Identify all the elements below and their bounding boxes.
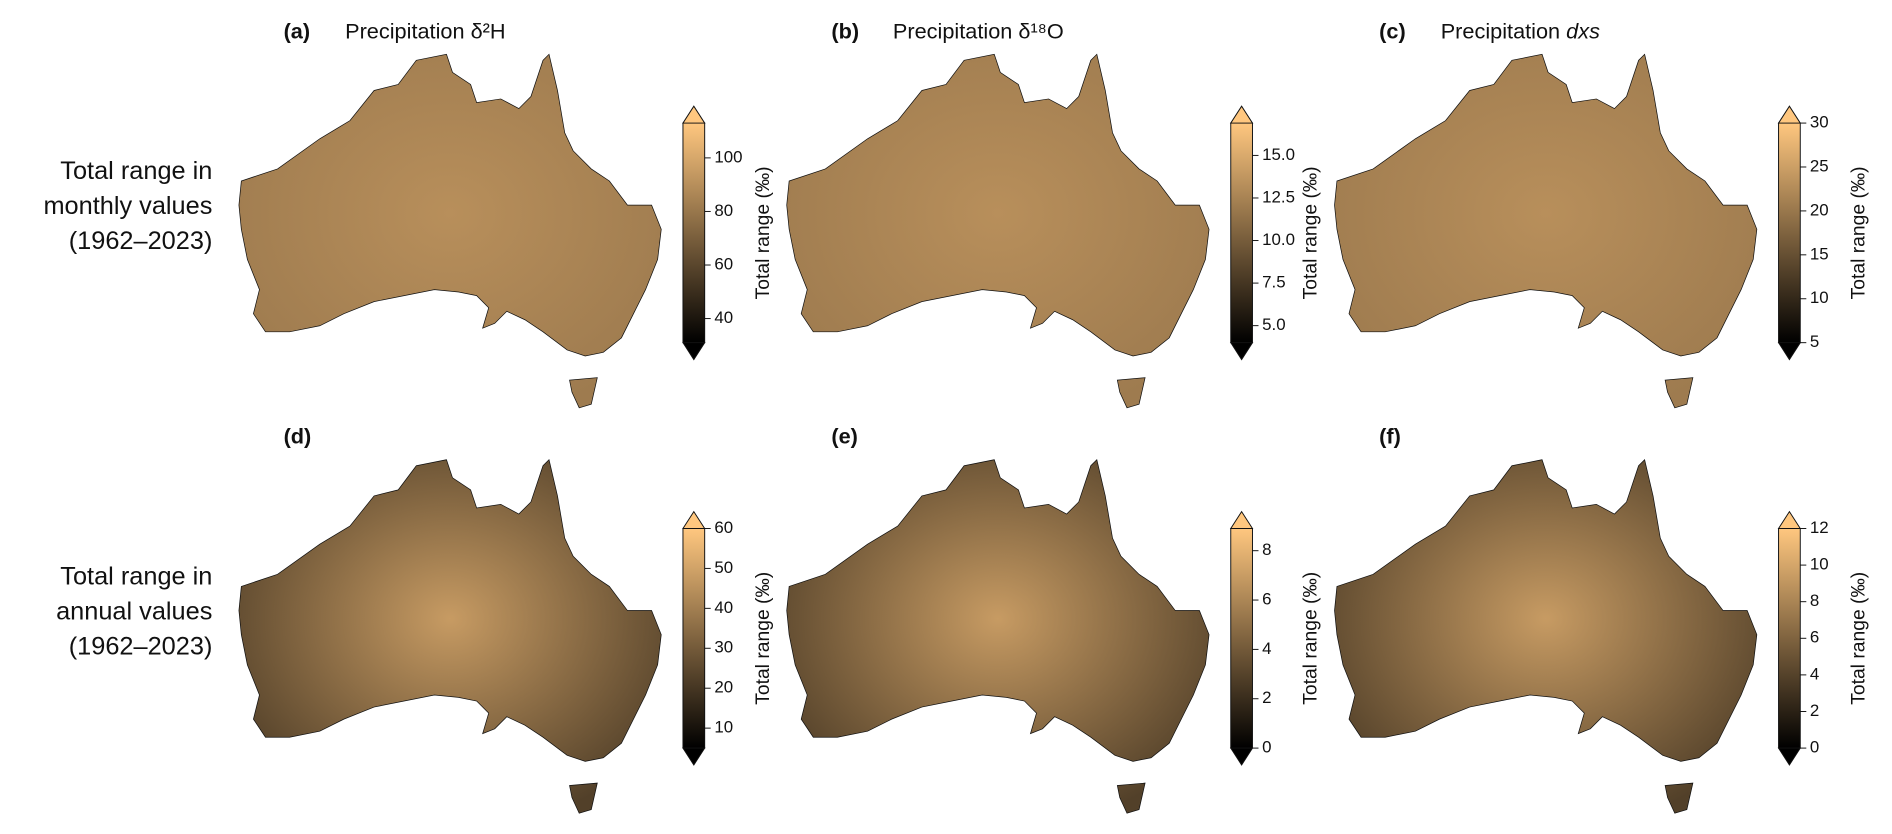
colorbar-tick-label: 15.0 [1262, 145, 1295, 164]
colorbar-tick-label: 4 [1810, 664, 1819, 683]
title-text: Precipitation [1441, 18, 1560, 43]
colorbar [682, 528, 706, 749]
map [786, 53, 1210, 409]
colorbar-tick-label: 5.0 [1262, 315, 1285, 334]
row-label: Total range in [60, 563, 212, 591]
panel-label: (f) [1379, 424, 1401, 449]
map [238, 53, 662, 409]
row-label: (1962–2023) [69, 633, 213, 661]
map [1334, 458, 1758, 814]
colorbar-tick-label: 30 [1810, 113, 1829, 132]
colorbar-tick-label: 60 [714, 518, 733, 537]
panel: (b) Precipitation δ¹⁸O 5.0 7.5 10.0 12.5 15.0 T… [786, 18, 1322, 409]
colorbar-tick-label: 40 [714, 308, 733, 327]
row-label: annual values [56, 598, 212, 626]
colorbar-label: Total range (‰) [1301, 166, 1322, 299]
colorbar-tick-label: 2 [1810, 701, 1819, 720]
colorbar-extend-min [1229, 747, 1254, 766]
map [238, 458, 662, 814]
colorbar-extend-max [1229, 510, 1254, 529]
colorbar-extend-max [1777, 105, 1802, 124]
colorbar-extend-max [1229, 105, 1254, 124]
panel: (f) 0 2 4 6 8 10 12 Total range (‰) [1334, 424, 1869, 814]
colorbar-tick-label: 10 [1810, 288, 1829, 307]
colorbar-tick-label: 10 [714, 718, 733, 737]
colorbar-tick-label: 100 [714, 147, 742, 166]
colorbar-label: Total range (‰) [753, 166, 774, 299]
row-label: (1962–2023) [69, 227, 213, 255]
colorbar-label: Total range (‰) [1301, 572, 1322, 705]
colorbar-tick-label: 30 [714, 638, 733, 657]
colorbar-label: Total range (‰) [1848, 572, 1869, 705]
row-label: monthly values [43, 192, 212, 220]
colorbar-tick-label: 2 [1262, 688, 1271, 707]
colorbar-tick-label: 20 [1810, 200, 1829, 219]
colorbar-tick-label: 6 [1262, 590, 1271, 609]
colorbar-extend-min [1777, 342, 1802, 361]
title-variable: dxs [1566, 18, 1600, 43]
colorbar-extend-max [682, 510, 706, 529]
row-label: Total range in [60, 157, 212, 185]
colorbar-tick-label: 60 [714, 254, 733, 273]
colorbar-extend-min [682, 747, 706, 766]
colorbar-tick-label: 15 [1810, 244, 1829, 263]
colorbar-extend-min [682, 342, 706, 361]
colorbar-tick-label: 25 [1810, 156, 1829, 175]
colorbar-tick-label: 5 [1810, 332, 1819, 351]
panel: (d) 10 20 30 40 50 60 Total range (‰) [238, 424, 774, 814]
colorbar-tick-label: 8 [1810, 591, 1819, 610]
colorbar-tick-label: 8 [1262, 540, 1271, 559]
panel-label: (e) [831, 424, 858, 449]
colorbar-label: Total range (‰) [1848, 166, 1869, 299]
colorbar-tick-label: 6 [1810, 628, 1819, 647]
colorbar-extend-max [682, 105, 706, 124]
colorbar-tick-label: 80 [714, 201, 733, 220]
colorbar-tick-label: 4 [1262, 639, 1271, 658]
panel-title: Precipitation dxs [1441, 18, 1600, 43]
colorbar [1778, 122, 1801, 344]
title-text: Precipitation δ²H [345, 18, 505, 43]
colorbar-extend-min [1229, 342, 1254, 361]
title-text: Precipitation δ¹⁸O [893, 18, 1064, 43]
colorbar-tick-label: 0 [1810, 738, 1819, 757]
colorbar [682, 122, 706, 344]
colorbar-extend-min [1777, 747, 1802, 766]
colorbar-tick-label: 7.5 [1262, 273, 1285, 292]
colorbar-tick-label: 12 [1810, 518, 1829, 537]
panel: (c) Precipitation dxs 5 10 15 20 25 30 Total rang… [1334, 18, 1869, 409]
colorbar-tick-label: 0 [1262, 738, 1271, 757]
colorbar-label: Total range (‰) [753, 572, 774, 705]
colorbar [1778, 528, 1801, 749]
map [1334, 53, 1758, 409]
panel-label: (c) [1379, 18, 1406, 43]
panel-title: Precipitation δ¹⁸O [893, 18, 1064, 43]
colorbar [1230, 122, 1253, 344]
colorbar-tick-label: 10 [1810, 555, 1829, 574]
panel-label: (b) [831, 18, 859, 43]
map [786, 458, 1210, 814]
panel: (a) Precipitation δ²H 40 60 80 100 Total range… [238, 18, 774, 409]
panel: (e) 0 2 4 6 8 Total range (‰) [786, 424, 1322, 814]
colorbar-tick-label: 50 [714, 558, 733, 577]
colorbar-tick-label: 12.5 [1262, 187, 1295, 206]
colorbar-tick-label: 40 [714, 598, 733, 617]
panel-label: (a) [284, 18, 311, 43]
colorbar-tick-label: 10.0 [1262, 230, 1295, 249]
colorbar-tick-label: 20 [714, 678, 733, 697]
panel-title: Precipitation δ²H [345, 18, 505, 43]
colorbar-extend-max [1777, 510, 1802, 529]
colorbar [1230, 528, 1253, 749]
panel-label: (d) [284, 424, 312, 449]
